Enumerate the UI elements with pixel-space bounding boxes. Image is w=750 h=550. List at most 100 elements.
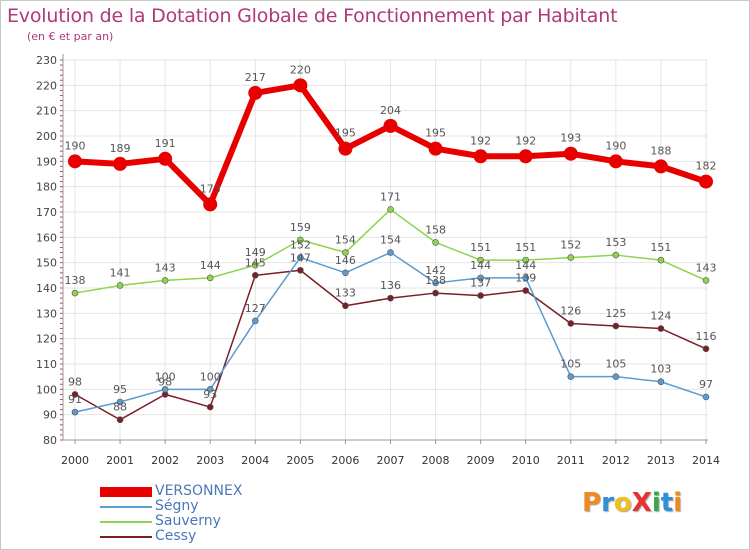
logo-letter: P bbox=[582, 488, 602, 518]
data-point-segny bbox=[71, 408, 79, 416]
data-label-versonnex: 192 bbox=[470, 134, 491, 147]
data-label-versonnex: 195 bbox=[425, 127, 446, 140]
data-label-segny: 97 bbox=[699, 378, 713, 391]
data-label-versonnex: 220 bbox=[290, 63, 311, 76]
data-point-versonnex bbox=[473, 149, 488, 164]
data-point-sauverny bbox=[297, 236, 304, 244]
data-point-cessy bbox=[432, 289, 439, 297]
data-label-sauverny: 151 bbox=[515, 241, 536, 254]
logo-letter: X bbox=[631, 488, 652, 518]
data-point-sauverny bbox=[657, 256, 665, 264]
data-label-segny: 154 bbox=[380, 234, 401, 247]
legend-label-segny: Ségny bbox=[155, 498, 199, 514]
data-label-cessy: 88 bbox=[113, 401, 127, 414]
data-label-cessy: 125 bbox=[605, 307, 626, 320]
x-tick-label: 2011 bbox=[557, 454, 585, 467]
x-tick-label: 2002 bbox=[151, 454, 179, 467]
data-label-segny: 105 bbox=[605, 358, 626, 371]
data-point-sauverny bbox=[71, 289, 79, 297]
x-tick-label: 2005 bbox=[286, 454, 314, 467]
data-label-sauverny: 158 bbox=[425, 223, 446, 236]
data-point-sauverny bbox=[567, 254, 575, 261]
legend-swatch-sauverny bbox=[100, 521, 152, 523]
y-tick-label: 200 bbox=[36, 130, 57, 143]
data-label-segny: 144 bbox=[470, 259, 491, 272]
data-point-versonnex bbox=[113, 156, 128, 171]
data-label-cessy: 116 bbox=[696, 330, 717, 343]
x-tick-label: 2009 bbox=[467, 454, 495, 467]
data-point-sauverny bbox=[161, 277, 169, 284]
data-label-cessy: 139 bbox=[515, 272, 536, 285]
data-point-cessy bbox=[522, 287, 530, 294]
data-label-segny: 95 bbox=[113, 383, 127, 396]
data-point-segny bbox=[342, 269, 349, 277]
data-label-segny: 91 bbox=[68, 393, 82, 406]
data-label-sauverny: 153 bbox=[605, 236, 626, 249]
data-point-versonnex bbox=[608, 154, 623, 169]
y-tick-label: 220 bbox=[36, 79, 57, 92]
legend-swatch-segny bbox=[100, 506, 152, 508]
data-point-versonnex bbox=[68, 154, 82, 169]
data-point-segny bbox=[206, 386, 214, 393]
data-point-segny bbox=[702, 393, 710, 401]
y-tick-label: 100 bbox=[36, 383, 57, 396]
data-point-segny bbox=[612, 373, 620, 380]
data-point-cessy bbox=[477, 292, 484, 299]
x-tick-label: 2007 bbox=[377, 454, 405, 467]
y-tick-label: 160 bbox=[36, 231, 57, 244]
data-point-versonnex bbox=[383, 118, 398, 133]
y-tick-label: 90 bbox=[43, 409, 57, 422]
x-tick-label: 2010 bbox=[512, 454, 540, 467]
data-point-versonnex bbox=[518, 149, 533, 164]
legend-label-versonnex: VERSONNEX bbox=[155, 483, 243, 499]
x-tick-label: 2012 bbox=[602, 454, 630, 467]
data-label-cessy: 133 bbox=[335, 287, 356, 300]
data-label-segny: 103 bbox=[650, 363, 671, 376]
data-label-sauverny: 144 bbox=[200, 259, 221, 272]
data-point-sauverny bbox=[387, 206, 394, 213]
data-label-cessy: 147 bbox=[290, 251, 311, 264]
data-point-sauverny bbox=[702, 277, 710, 284]
data-label-segny: 100 bbox=[155, 370, 176, 383]
data-point-versonnex bbox=[428, 141, 443, 156]
data-label-versonnex: 190 bbox=[605, 139, 626, 152]
data-label-sauverny: 171 bbox=[380, 190, 401, 203]
data-point-sauverny bbox=[612, 251, 620, 259]
legend-swatch-versonnex bbox=[100, 487, 152, 497]
data-point-versonnex bbox=[563, 146, 578, 161]
data-label-versonnex: 173 bbox=[200, 182, 221, 195]
data-point-segny bbox=[657, 378, 665, 386]
data-label-sauverny: 138 bbox=[65, 274, 86, 287]
data-label-sauverny: 141 bbox=[110, 266, 131, 279]
data-point-segny bbox=[522, 274, 530, 282]
data-point-cessy bbox=[387, 294, 394, 302]
data-label-versonnex: 191 bbox=[155, 137, 176, 150]
x-tick-label: 2006 bbox=[331, 454, 359, 467]
proxiti-logo: ProXiti bbox=[582, 488, 682, 518]
data-label-segny: 100 bbox=[200, 370, 221, 383]
data-label-versonnex: 195 bbox=[335, 127, 356, 140]
data-label-sauverny: 143 bbox=[696, 261, 717, 274]
data-label-cessy: 137 bbox=[470, 277, 491, 290]
x-tick-label: 2014 bbox=[692, 454, 720, 467]
y-tick-label: 210 bbox=[36, 105, 57, 118]
legend-swatch-cessy bbox=[100, 536, 152, 538]
y-tick-label: 190 bbox=[36, 155, 57, 168]
data-point-cessy bbox=[116, 416, 124, 424]
x-tick-label: 2004 bbox=[241, 454, 269, 467]
data-label-cessy: 138 bbox=[425, 274, 446, 287]
data-point-segny bbox=[297, 254, 304, 261]
y-tick-label: 110 bbox=[36, 358, 57, 371]
data-point-cessy bbox=[567, 320, 575, 327]
data-point-cessy bbox=[702, 345, 710, 353]
y-tick-label: 150 bbox=[36, 257, 57, 270]
data-label-sauverny: 151 bbox=[650, 241, 671, 254]
x-tick-label: 2003 bbox=[196, 454, 224, 467]
data-point-versonnex bbox=[699, 174, 713, 189]
y-tick-label: 180 bbox=[36, 181, 57, 194]
data-point-cessy bbox=[342, 302, 349, 310]
data-point-segny bbox=[251, 317, 259, 325]
data-label-cessy: 98 bbox=[158, 375, 172, 388]
data-point-cessy bbox=[251, 272, 259, 279]
logo-letter: t bbox=[660, 488, 674, 518]
